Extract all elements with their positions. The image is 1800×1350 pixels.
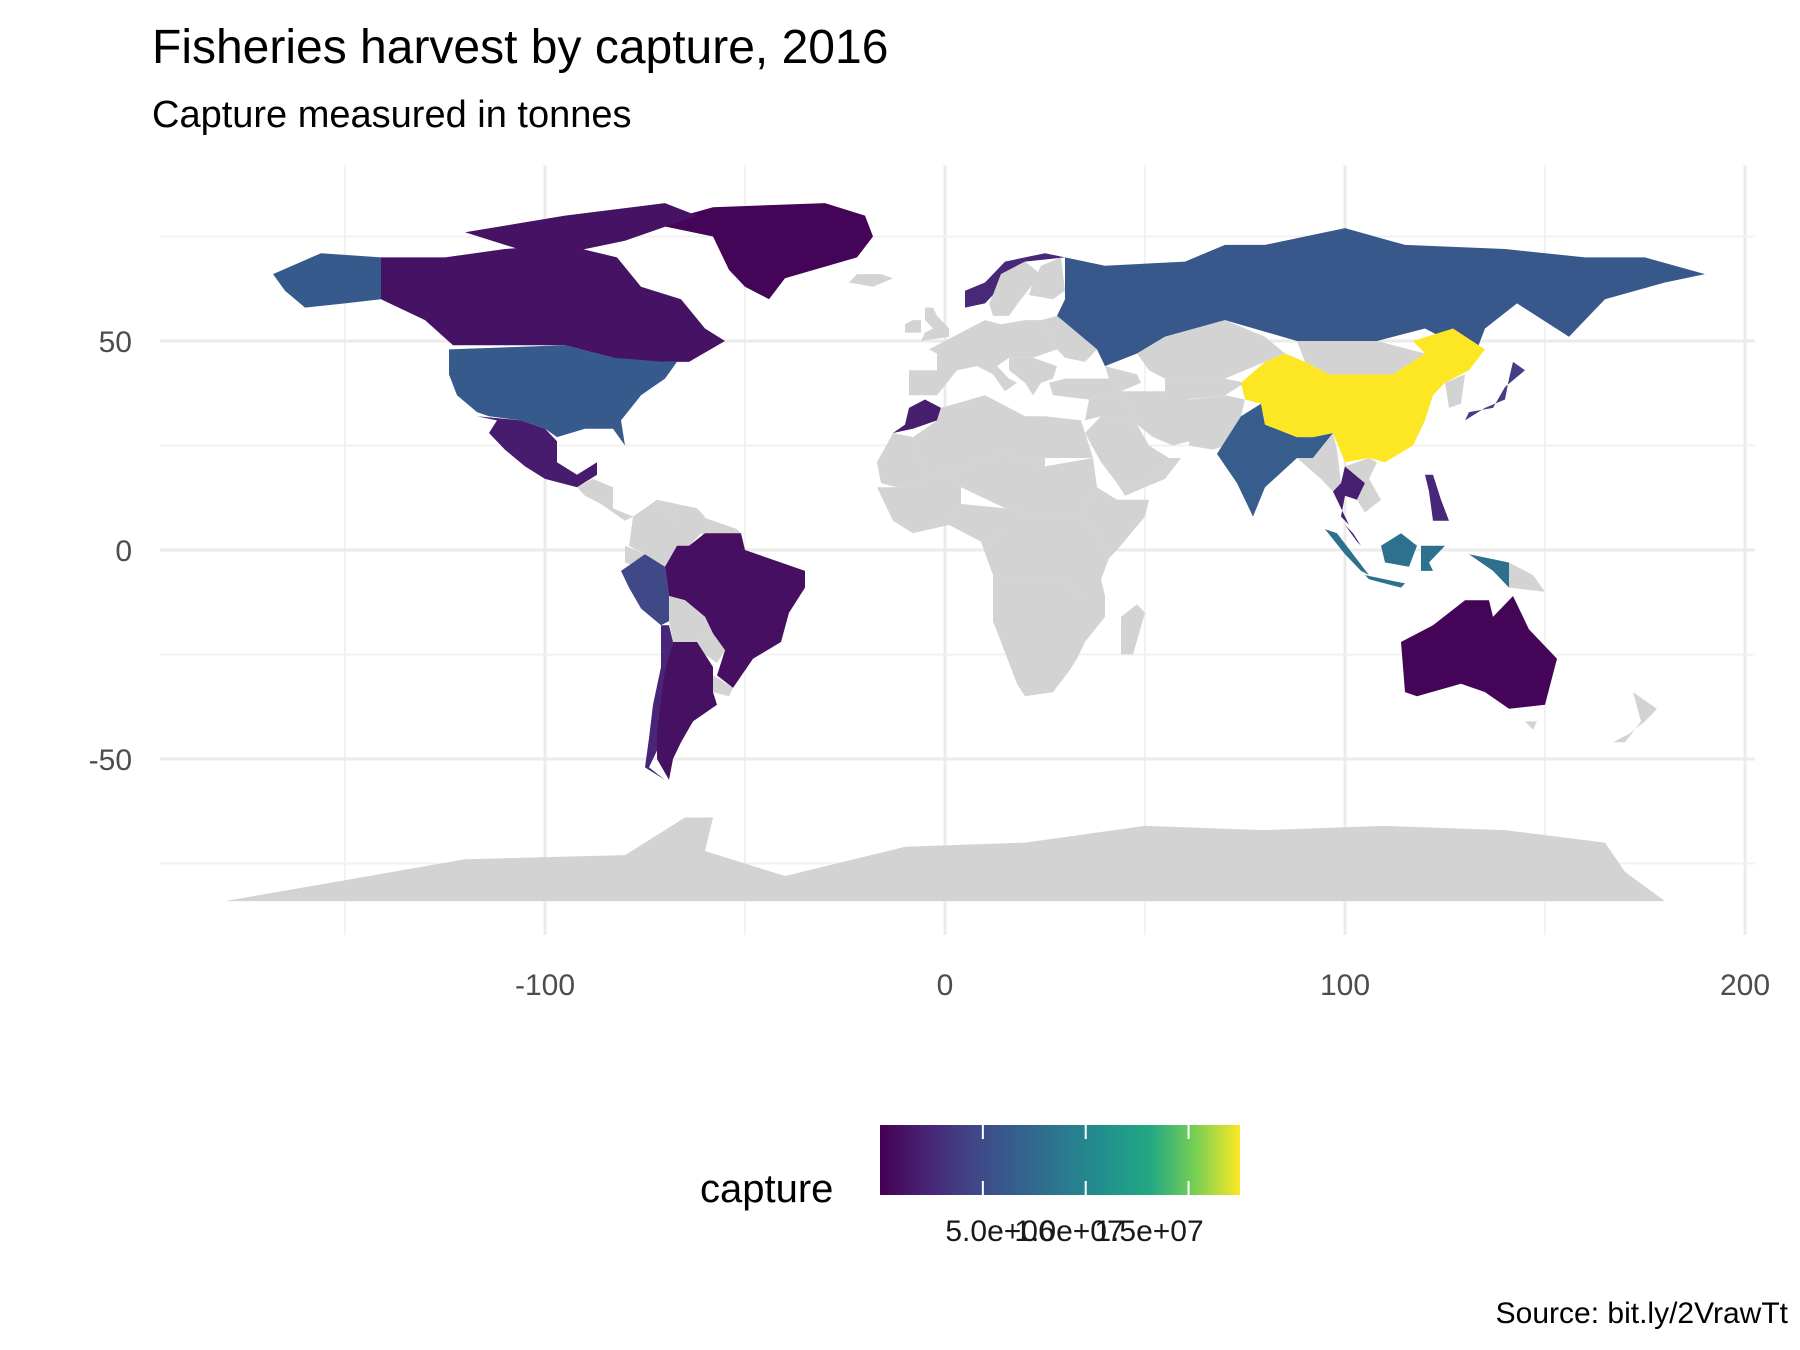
country-mongolia [1297, 341, 1425, 375]
country-ukraine-belarus [1041, 315, 1097, 362]
x-tick-label: 100 [1320, 969, 1370, 1002]
x-tick-label: 200 [1720, 969, 1770, 1002]
y-tick-label: 50 [99, 326, 132, 359]
country-southern-africa [993, 575, 1105, 697]
country-algeria-tunisia-libya [913, 395, 1045, 479]
country-west-africa [877, 470, 961, 534]
country-papua-new-guinea [1509, 562, 1545, 592]
country-indonesia [1469, 554, 1509, 588]
country-united-kingdom [921, 307, 949, 341]
country-yemen-oman [1117, 458, 1181, 496]
country-iraq-syria-levant [1085, 391, 1137, 425]
country-indonesia [1365, 575, 1405, 588]
country-argentina [657, 642, 717, 780]
country-new-zealand [1613, 692, 1657, 743]
country-japan [1465, 361, 1525, 421]
country-western-europe [909, 320, 1057, 396]
country-morocco [893, 399, 941, 433]
map-title: Fisheries harvest by capture, 2016 [152, 21, 889, 74]
country-iran [1121, 391, 1189, 446]
country-tasmania [1525, 721, 1537, 730]
y-tick-label: -50 [89, 744, 132, 777]
country-vietnam-laos-cambodia [1345, 458, 1381, 513]
x-tick-label: 0 [937, 969, 954, 1002]
country-norway [965, 253, 1065, 308]
map-subtitle: Capture measured in tonnes [152, 94, 632, 136]
country-horn-of-africa [1081, 487, 1149, 559]
country-egypt [1045, 416, 1093, 458]
country-australia [1401, 596, 1557, 709]
legend-colorbar [880, 1125, 1240, 1195]
country-kazakhstan [1137, 320, 1285, 379]
country-myanmar-bangladesh [1297, 433, 1341, 492]
country-central-asia [1165, 378, 1245, 400]
country-colombia [629, 499, 677, 567]
country-turkey [1049, 378, 1121, 400]
country-niger-chad-sudan [945, 453, 1097, 517]
x-tick-label: -100 [515, 969, 575, 1002]
legend-title: capture [700, 1167, 834, 1211]
country-sweden [989, 261, 1041, 316]
country-brazil [665, 533, 805, 688]
country-central-africa [981, 508, 1109, 596]
country-finland [1029, 257, 1065, 300]
country-malaysia [1345, 524, 1361, 546]
country-saudi-arabia [1085, 416, 1169, 484]
country-nigeria-cameroon [949, 504, 1005, 542]
country-ireland [905, 320, 921, 333]
source-caption: Source: bit.ly/2VrawTt [1495, 1297, 1788, 1330]
country-peru [621, 554, 669, 626]
axis-labels: -100 0 100 200 50 0 -50 [89, 326, 1770, 1002]
country-korea [1445, 374, 1465, 408]
country-chile [645, 625, 673, 780]
country-united-states [273, 253, 381, 308]
country-india [1217, 403, 1333, 517]
country-philippines [1425, 474, 1449, 521]
country-central-america [577, 478, 633, 521]
country-russia [1057, 228, 1705, 371]
country-bolivia [669, 596, 713, 642]
country-paraguay [697, 633, 725, 663]
country-indonesia [1325, 529, 1369, 576]
country-antarctica [225, 817, 1665, 902]
country-western-sahara-mauritania [877, 433, 925, 488]
country-thailand [1333, 466, 1365, 525]
legend-tick-label: 5.0e+06 [945, 1215, 1055, 1248]
legend-tick-label: 1.5e+07 [1094, 1215, 1204, 1248]
country-canada [465, 203, 697, 258]
country-mexico [477, 416, 597, 488]
country-venezuela [657, 499, 705, 546]
country-balkans [1009, 357, 1057, 396]
legend-tick-label: 1.0e+07 [1014, 1215, 1124, 1248]
country-indonesia [1421, 545, 1445, 571]
country-indonesia [1381, 533, 1417, 567]
country-united-states [449, 345, 677, 446]
country-iceland [849, 274, 893, 287]
country-caucasus [1105, 366, 1141, 392]
country-uruguay [713, 675, 733, 697]
country-madagascar [1121, 604, 1145, 655]
y-tick-label: 0 [115, 535, 132, 568]
country-afghanistan-pakistan [1189, 395, 1245, 450]
country-greenland [653, 203, 873, 300]
country-china [1241, 328, 1485, 463]
country-canada [381, 244, 725, 371]
land-layer [225, 203, 1705, 902]
